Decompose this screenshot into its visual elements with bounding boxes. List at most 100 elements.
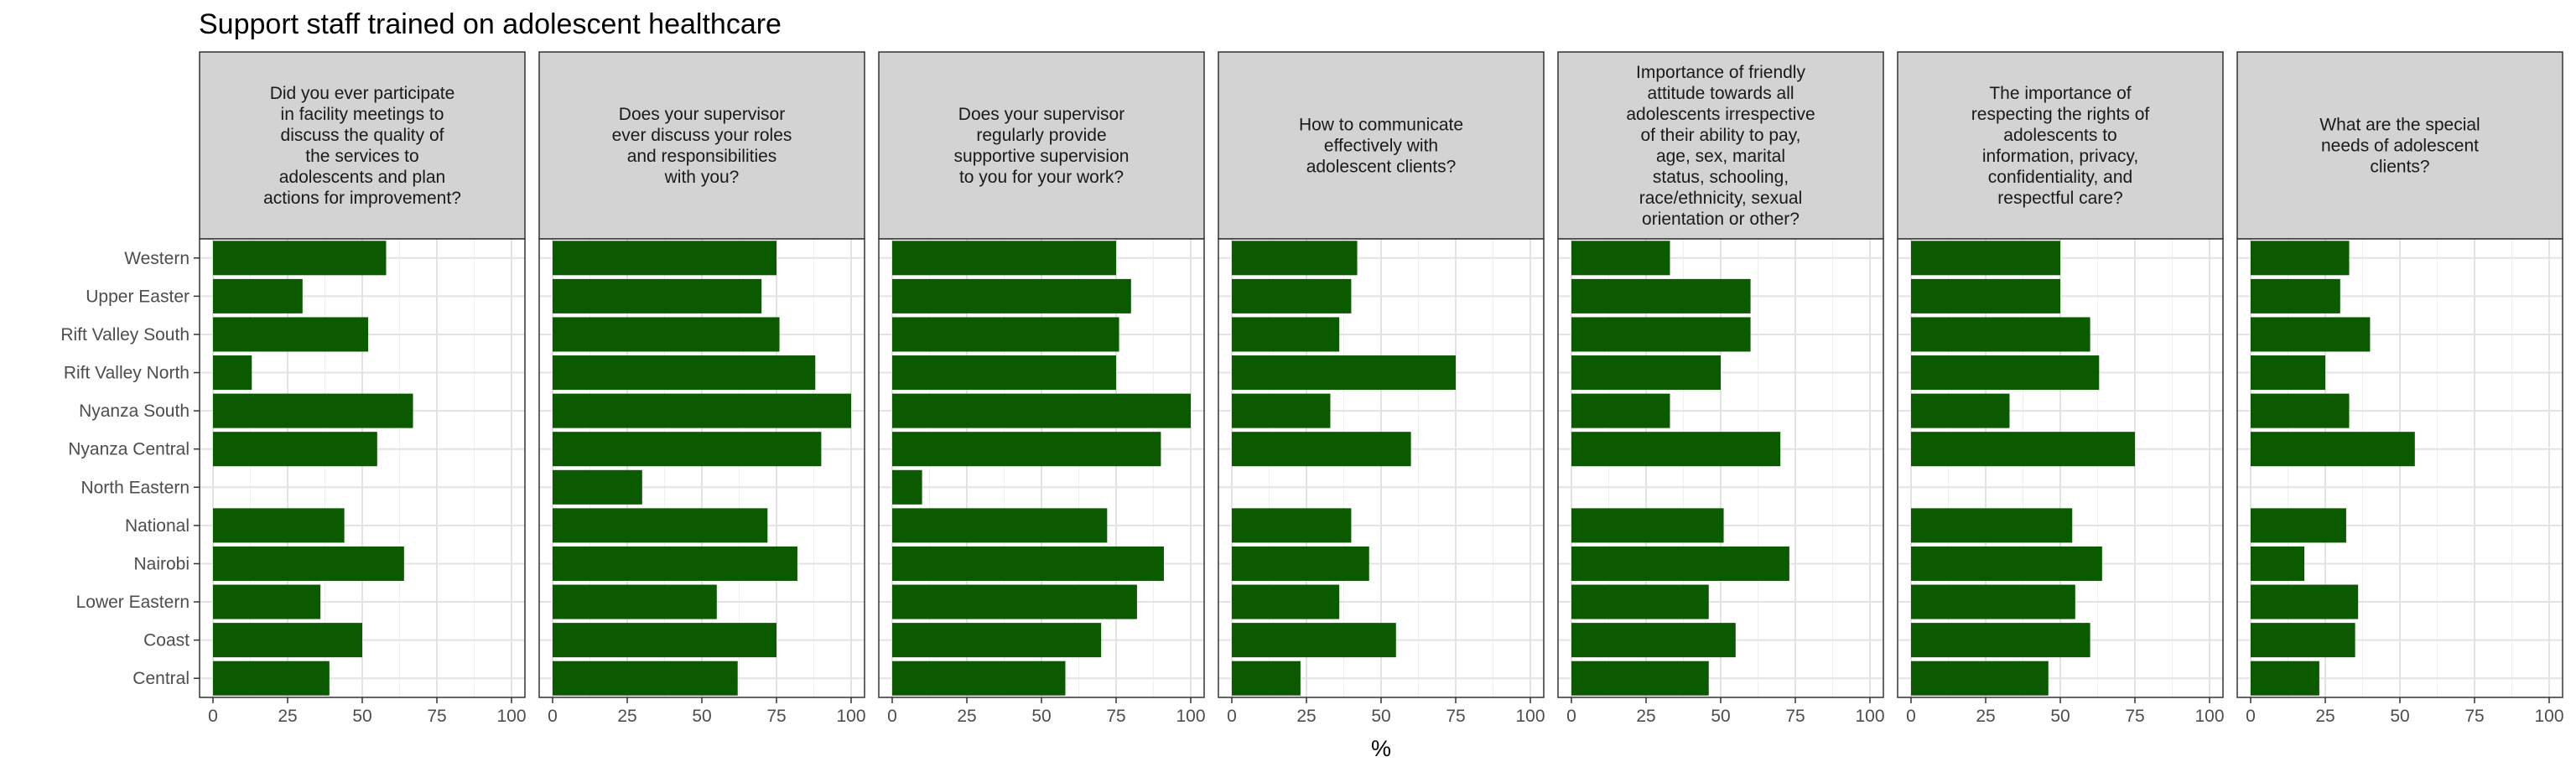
- bar: [892, 546, 1164, 581]
- bar: [2251, 584, 2359, 619]
- bar: [213, 355, 252, 391]
- x-tick-label: 75: [427, 707, 446, 726]
- x-tick-label: 100: [1176, 707, 1205, 726]
- x-tick-label: 50: [692, 707, 711, 726]
- bar: [1911, 241, 2060, 276]
- x-tick-label: 75: [2464, 707, 2484, 726]
- bar: [2251, 241, 2350, 276]
- x-tick-label: 75: [766, 707, 786, 726]
- facet-strip-label: respecting the rights of: [1971, 105, 2150, 124]
- bar: [1571, 623, 1736, 658]
- bar: [1911, 623, 2090, 658]
- x-tick-label: 0: [1566, 707, 1576, 726]
- facet-panel: Importance of friendly attitude towards a…: [1557, 51, 1885, 726]
- bar: [553, 393, 851, 428]
- bar: [892, 432, 1161, 467]
- facet-strip: [878, 51, 1205, 240]
- x-tick-label: 25: [2315, 707, 2334, 726]
- x-tick-label: 75: [1785, 707, 1805, 726]
- bar: [1232, 278, 1352, 313]
- facet-strip-label: attitude towards all: [1647, 84, 1794, 103]
- y-tick-label: Western: [124, 249, 190, 268]
- y-tick-label: Coast: [143, 631, 190, 650]
- facet-strip-label: age, sex, marital: [1656, 147, 1785, 166]
- facet-panel: Does your supervisor ever discuss your ro…: [538, 51, 866, 726]
- facet-strip-label: The importance of: [1989, 84, 2131, 103]
- facet-strip-label: information, privacy,: [1982, 147, 2138, 166]
- facet-panel: How to communicate effectively with adoles…: [1218, 51, 1545, 726]
- bar: [2251, 393, 2350, 428]
- x-tick-label: 100: [2534, 707, 2563, 726]
- facet-strip: [1557, 51, 1884, 240]
- y-tick-label: North Eastern: [80, 478, 190, 497]
- bar: [1232, 661, 1301, 696]
- bar: [1571, 432, 1781, 467]
- x-tick-label: 75: [1106, 707, 1125, 726]
- x-tick-label: 25: [957, 707, 976, 726]
- bar: [553, 355, 816, 391]
- facet-strip-label: ever discuss your roles: [612, 126, 792, 145]
- bar: [1571, 355, 1721, 391]
- bar: [213, 584, 321, 619]
- x-tick-label: 25: [1636, 707, 1655, 726]
- x-tick-label: 0: [208, 707, 218, 726]
- bar: [1232, 241, 1358, 276]
- facet-strip-label: clients?: [2370, 158, 2429, 177]
- bar: [892, 241, 1116, 276]
- bar: [1571, 661, 1709, 696]
- bar: [1232, 508, 1352, 543]
- bar: [892, 469, 922, 505]
- bar: [1571, 584, 1709, 619]
- bar: [892, 584, 1137, 619]
- bar: [892, 317, 1119, 352]
- x-tick-label: 100: [2194, 707, 2224, 726]
- bar: [1232, 393, 1331, 428]
- bar: [213, 546, 404, 581]
- bar: [892, 661, 1066, 696]
- facet-strip-label: Does your supervisor: [619, 105, 785, 124]
- bar: [1232, 432, 1411, 467]
- bar: [1911, 278, 2060, 313]
- x-tick-label: 25: [617, 707, 636, 726]
- bar: [1232, 623, 1396, 658]
- bar: [892, 508, 1108, 543]
- bar: [213, 317, 369, 352]
- bar: [213, 278, 303, 313]
- x-tick-label: 25: [278, 707, 297, 726]
- facet-strip-label: the services to: [305, 147, 418, 166]
- x-tick-label: 100: [1515, 707, 1545, 726]
- facet-strip-label: adolescents to: [2003, 126, 2116, 145]
- y-tick-label: Upper Easter: [86, 287, 190, 306]
- bar: [1911, 508, 2073, 543]
- bar: [1571, 546, 1789, 581]
- x-tick-label: 25: [1976, 707, 1995, 726]
- x-tick-label: 50: [2390, 707, 2409, 726]
- facet-strip-label: How to communicate: [1299, 116, 1463, 135]
- x-tick-label: 50: [1371, 707, 1390, 726]
- bar: [2251, 623, 2355, 658]
- x-tick-label: 0: [887, 707, 897, 726]
- bar: [553, 661, 738, 696]
- x-tick-label: 50: [2050, 707, 2070, 726]
- bar: [213, 623, 362, 658]
- facet-strip: [1218, 51, 1545, 240]
- bar: [213, 508, 345, 543]
- bar: [553, 241, 776, 276]
- bar: [213, 241, 387, 276]
- x-axis-title: %: [1371, 736, 1391, 761]
- x-tick-label: 100: [496, 707, 526, 726]
- bar: [213, 393, 413, 428]
- bar: [892, 393, 1191, 428]
- bar: [1911, 393, 2010, 428]
- bar: [2251, 317, 2371, 352]
- x-tick-label: 75: [2125, 707, 2144, 726]
- facet-panel: Does your supervisor regularly provide sup…: [878, 51, 1206, 726]
- facet-strip-label: orientation or other?: [1642, 210, 1800, 229]
- x-tick-label: 100: [1855, 707, 1884, 726]
- x-tick-label: 75: [1446, 707, 1465, 726]
- x-tick-label: 0: [1227, 707, 1237, 726]
- facet-strip-label: effectively with: [1324, 137, 1438, 156]
- bar: [892, 355, 1116, 391]
- bar: [213, 432, 377, 467]
